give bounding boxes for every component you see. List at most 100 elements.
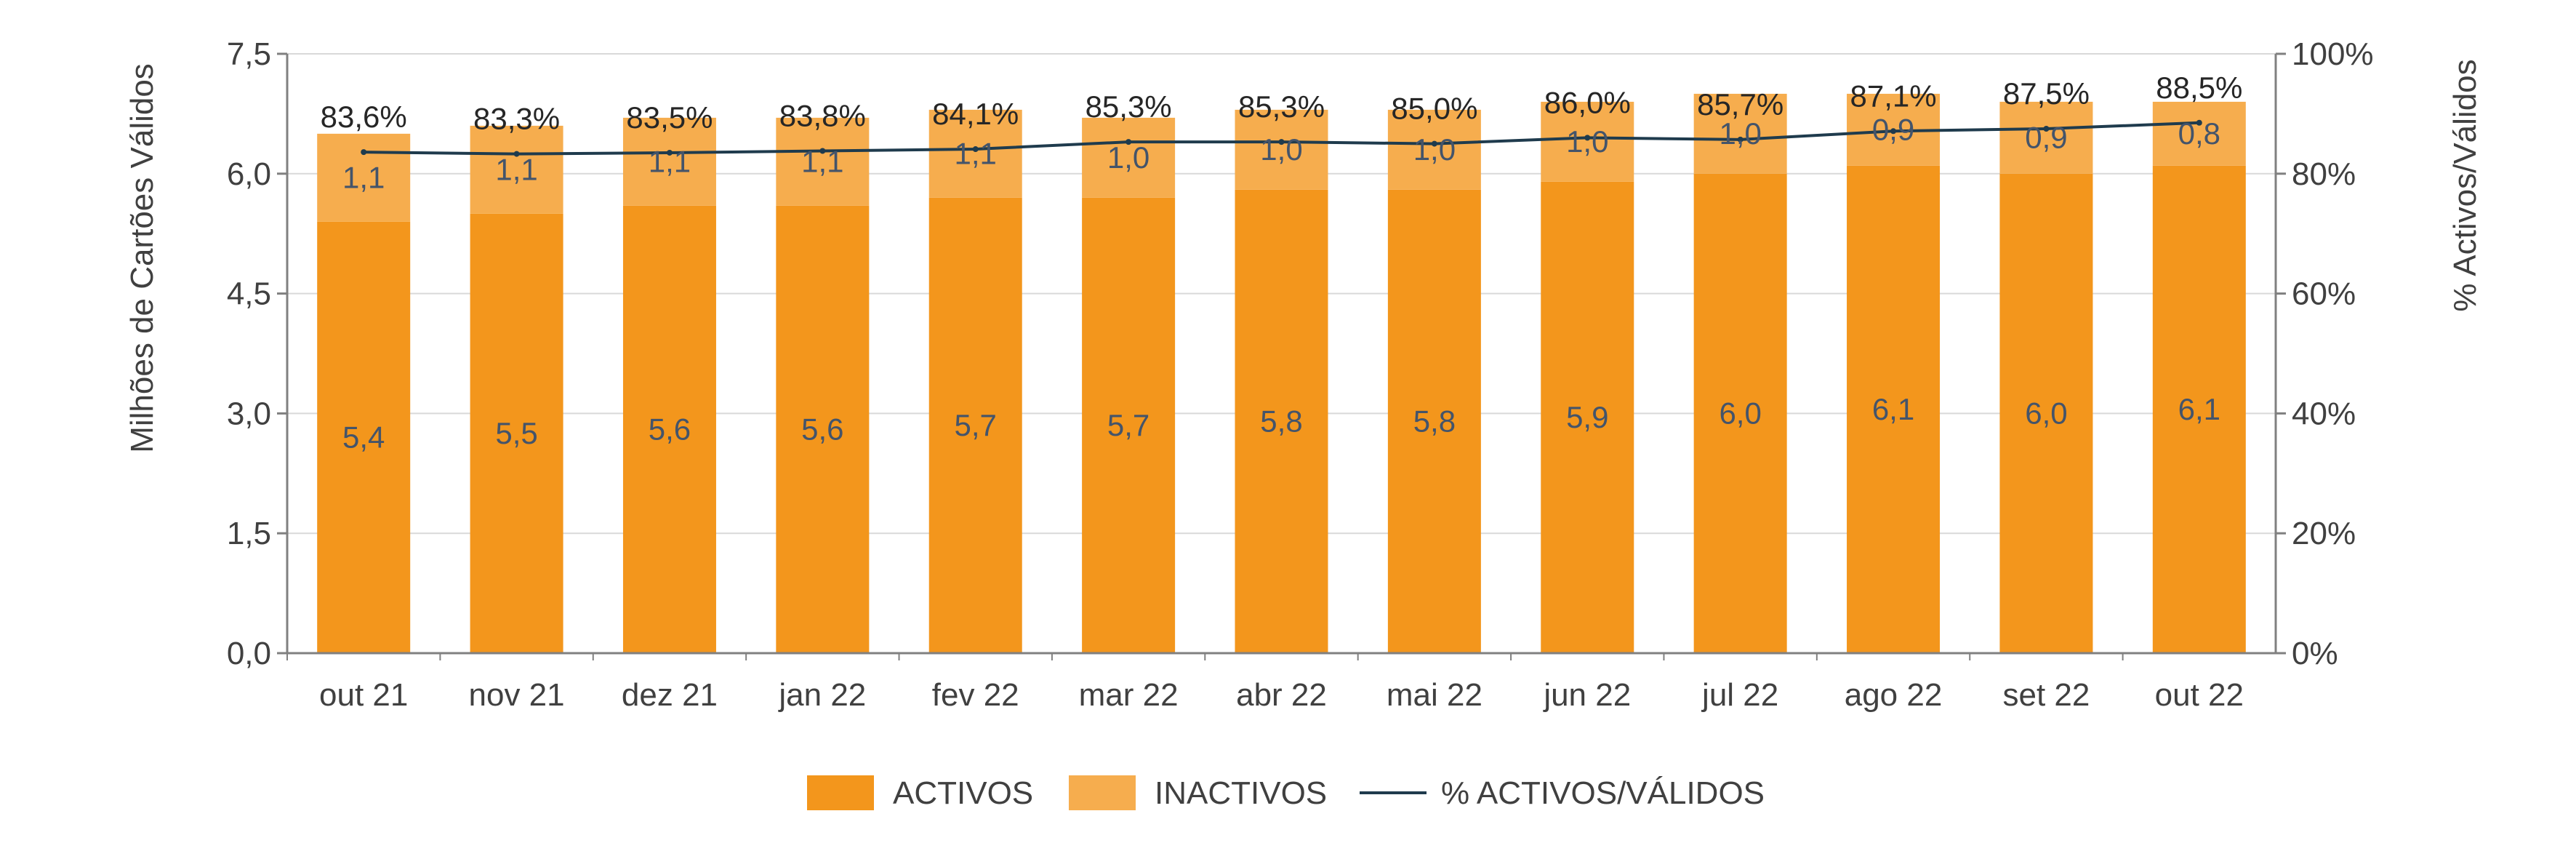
data-label-inactivos: 1,0 [1260, 132, 1302, 167]
line-point [513, 151, 520, 157]
bar-activos [1235, 189, 1328, 654]
data-labels: 5,4 1,1 5,5 1,1 5,6 1,1 5,6 1,1 5,7 1,1 5,7 1,0 5,8 1… [321, 71, 2243, 455]
x-tick-label: out 21 [319, 677, 408, 713]
data-label-activos: 6,0 [1719, 396, 1761, 430]
y2-tick-label: 80% [2292, 156, 2356, 192]
data-label-percent: 83,5% [626, 100, 713, 135]
y-tick-label: 1,5 [227, 516, 271, 551]
line-point [2196, 119, 2202, 126]
data-label-activos: 5,5 [495, 416, 537, 450]
y2-tick-label: 0% [2292, 636, 2338, 671]
data-label-inactivos: 1,1 [495, 152, 537, 186]
line-point [972, 146, 979, 153]
bar-activos [2152, 165, 2246, 653]
line-point [2043, 126, 2050, 132]
bar-inactivos [1541, 101, 1634, 182]
x-tick-label: jan 22 [777, 677, 866, 713]
line-point [361, 149, 367, 156]
y-tick-label: 6,0 [227, 156, 271, 192]
bar-activos [928, 197, 1022, 653]
legend-label: INACTIVOS [1155, 775, 1327, 811]
data-label-activos: 5,8 [1260, 404, 1302, 438]
bar-activos [1847, 165, 1941, 653]
data-label-percent: 85,3% [1238, 89, 1325, 124]
data-label-percent: 83,6% [321, 100, 407, 134]
data-label-inactivos: 0,8 [2178, 116, 2220, 151]
data-label-activos: 5,6 [649, 412, 691, 446]
x-tick-label: set 22 [2002, 677, 2090, 713]
data-label-percent: 88,5% [2156, 71, 2242, 105]
bar-activos [1541, 181, 1634, 653]
bar-activos [1082, 197, 1176, 653]
bar-inactivos [317, 133, 411, 222]
data-label-inactivos: 1,1 [955, 136, 997, 170]
x-tick-label: ago 22 [1845, 677, 1943, 713]
bar-activos [1693, 173, 1787, 654]
bar-inactivos [1235, 109, 1328, 190]
legend: ACTIVOS INACTIVOS % ACTIVOS/VÁLIDOS [807, 775, 1765, 811]
x-tick-label: fev 22 [932, 677, 1019, 713]
bar-inactivos [2152, 101, 2246, 166]
y-axis-title: Milhões de Cartões Válidos [124, 63, 160, 453]
data-label-percent: 85,0% [1391, 92, 1477, 126]
bars [317, 93, 2246, 654]
line-point [1278, 139, 1285, 145]
line-point [1737, 136, 1744, 143]
x-tick-label: mai 22 [1387, 677, 1482, 713]
data-label-inactivos: 1,1 [649, 144, 691, 178]
x-tick-label: dez 21 [622, 677, 718, 713]
y-tick-label: 3,0 [227, 396, 271, 431]
x-tick-label: abr 22 [1236, 677, 1327, 713]
line-point [1584, 135, 1591, 141]
legend-label: ACTIVOS [893, 775, 1033, 811]
data-label-activos: 5,7 [955, 408, 997, 442]
bar-inactivos [1693, 93, 1787, 174]
y2-tick-label: 40% [2292, 396, 2356, 431]
x-tick-label: jul 22 [1701, 677, 1778, 713]
data-label-percent: 85,7% [1697, 87, 1783, 121]
line-point [819, 148, 826, 154]
bar-activos [470, 213, 563, 653]
legend-label: % ACTIVOS/VÁLIDOS [1441, 775, 1765, 811]
data-label-inactivos: 1,0 [1719, 116, 1761, 151]
line-point [1126, 139, 1132, 145]
bar-activos [776, 205, 870, 653]
data-label-activos: 5,7 [1107, 408, 1149, 442]
data-label-inactivos: 0,9 [1872, 112, 1914, 146]
x-tick-label: out 22 [2155, 677, 2244, 713]
y2-axis-title: % Activos/Válidos [2447, 59, 2483, 311]
bar-activos [1387, 189, 1481, 654]
bar-inactivos [776, 117, 870, 206]
bar-inactivos [928, 109, 1022, 198]
data-label-activos: 6,1 [2178, 392, 2220, 426]
data-label-activos: 5,4 [342, 420, 385, 454]
y2-tick-label: 20% [2292, 516, 2356, 551]
legend-swatch [807, 775, 874, 810]
line-point [1431, 140, 1437, 147]
bar-inactivos [622, 117, 716, 206]
data-label-activos: 6,0 [2025, 396, 2067, 430]
data-label-percent: 84,1% [932, 97, 1019, 131]
x-tick-label: nov 21 [469, 677, 565, 713]
data-label-inactivos: 1,0 [1566, 124, 1608, 159]
data-label-inactivos: 1,0 [1413, 132, 1456, 167]
y2-tick-label: 60% [2292, 276, 2356, 312]
bar-activos [1999, 173, 2093, 654]
y-tick-label: 0,0 [227, 636, 271, 671]
data-label-inactivos: 0,9 [2025, 120, 2067, 154]
line-point [1890, 128, 1897, 135]
bar-inactivos [1999, 101, 2093, 174]
bar-activos [622, 205, 716, 653]
data-label-percent: 87,1% [1850, 79, 1936, 113]
axes: 0,0 1,5 3,0 4,5 6,0 7,5 0% 20% 40% 60% 80% 100% out … [227, 36, 2374, 713]
data-label-activos: 6,1 [1872, 392, 1914, 426]
y-tick-label: 4,5 [227, 276, 271, 312]
bar-activos [317, 221, 411, 654]
data-label-percent: 83,8% [779, 98, 866, 132]
data-label-inactivos: 1,1 [342, 160, 385, 194]
data-label-percent: 83,3% [473, 102, 560, 136]
x-tick-label: jun 22 [1542, 677, 1631, 713]
bar-inactivos [1387, 109, 1481, 190]
